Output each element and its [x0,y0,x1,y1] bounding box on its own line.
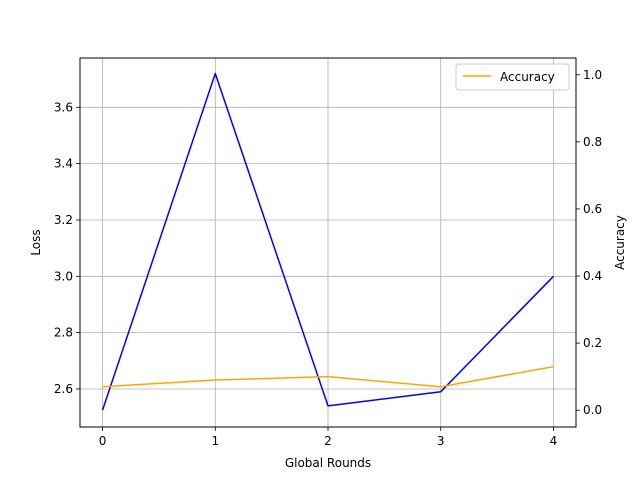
left-axis-label: Loss [29,229,43,255]
right-axis-ticks: 0.0 0.2 0.4 0.6 0.8 1.0 [576,68,602,417]
left-tick-label: 3.4 [54,157,73,171]
x-axis-label: Global Rounds [285,456,371,470]
left-tick-label: 3.2 [54,213,73,227]
right-tick-label: 0.0 [583,403,602,417]
legend-label-accuracy: Accuracy [500,70,555,84]
right-axis-label: Accuracy [613,215,627,270]
right-tick-label: 0.4 [583,269,602,283]
x-tick-label: 3 [437,434,445,448]
left-tick-label: 3.6 [54,100,73,114]
right-tick-label: 1.0 [583,68,602,82]
x-tick-label: 0 [99,434,107,448]
legend-box [455,63,570,91]
loss-line [101,72,554,411]
series-layer [101,72,554,411]
left-tick-label: 3.0 [54,269,73,283]
left-tick-label: 2.8 [54,326,73,340]
x-axis-ticks: 0 1 2 3 4 [99,427,558,448]
x-tick-label: 1 [211,434,219,448]
legend: Accuracy [455,63,570,91]
grid [80,58,576,427]
right-tick-label: 0.8 [583,135,602,149]
left-tick-label: 2.6 [54,382,73,396]
right-tick-label: 0.6 [583,202,602,216]
x-tick-label: 4 [550,434,558,448]
right-tick-label: 0.2 [583,336,602,350]
accuracy-line [102,365,554,388]
left-axis-ticks: 2.6 2.8 3.0 3.2 3.4 3.6 [54,100,80,396]
x-tick-label: 2 [324,434,332,448]
